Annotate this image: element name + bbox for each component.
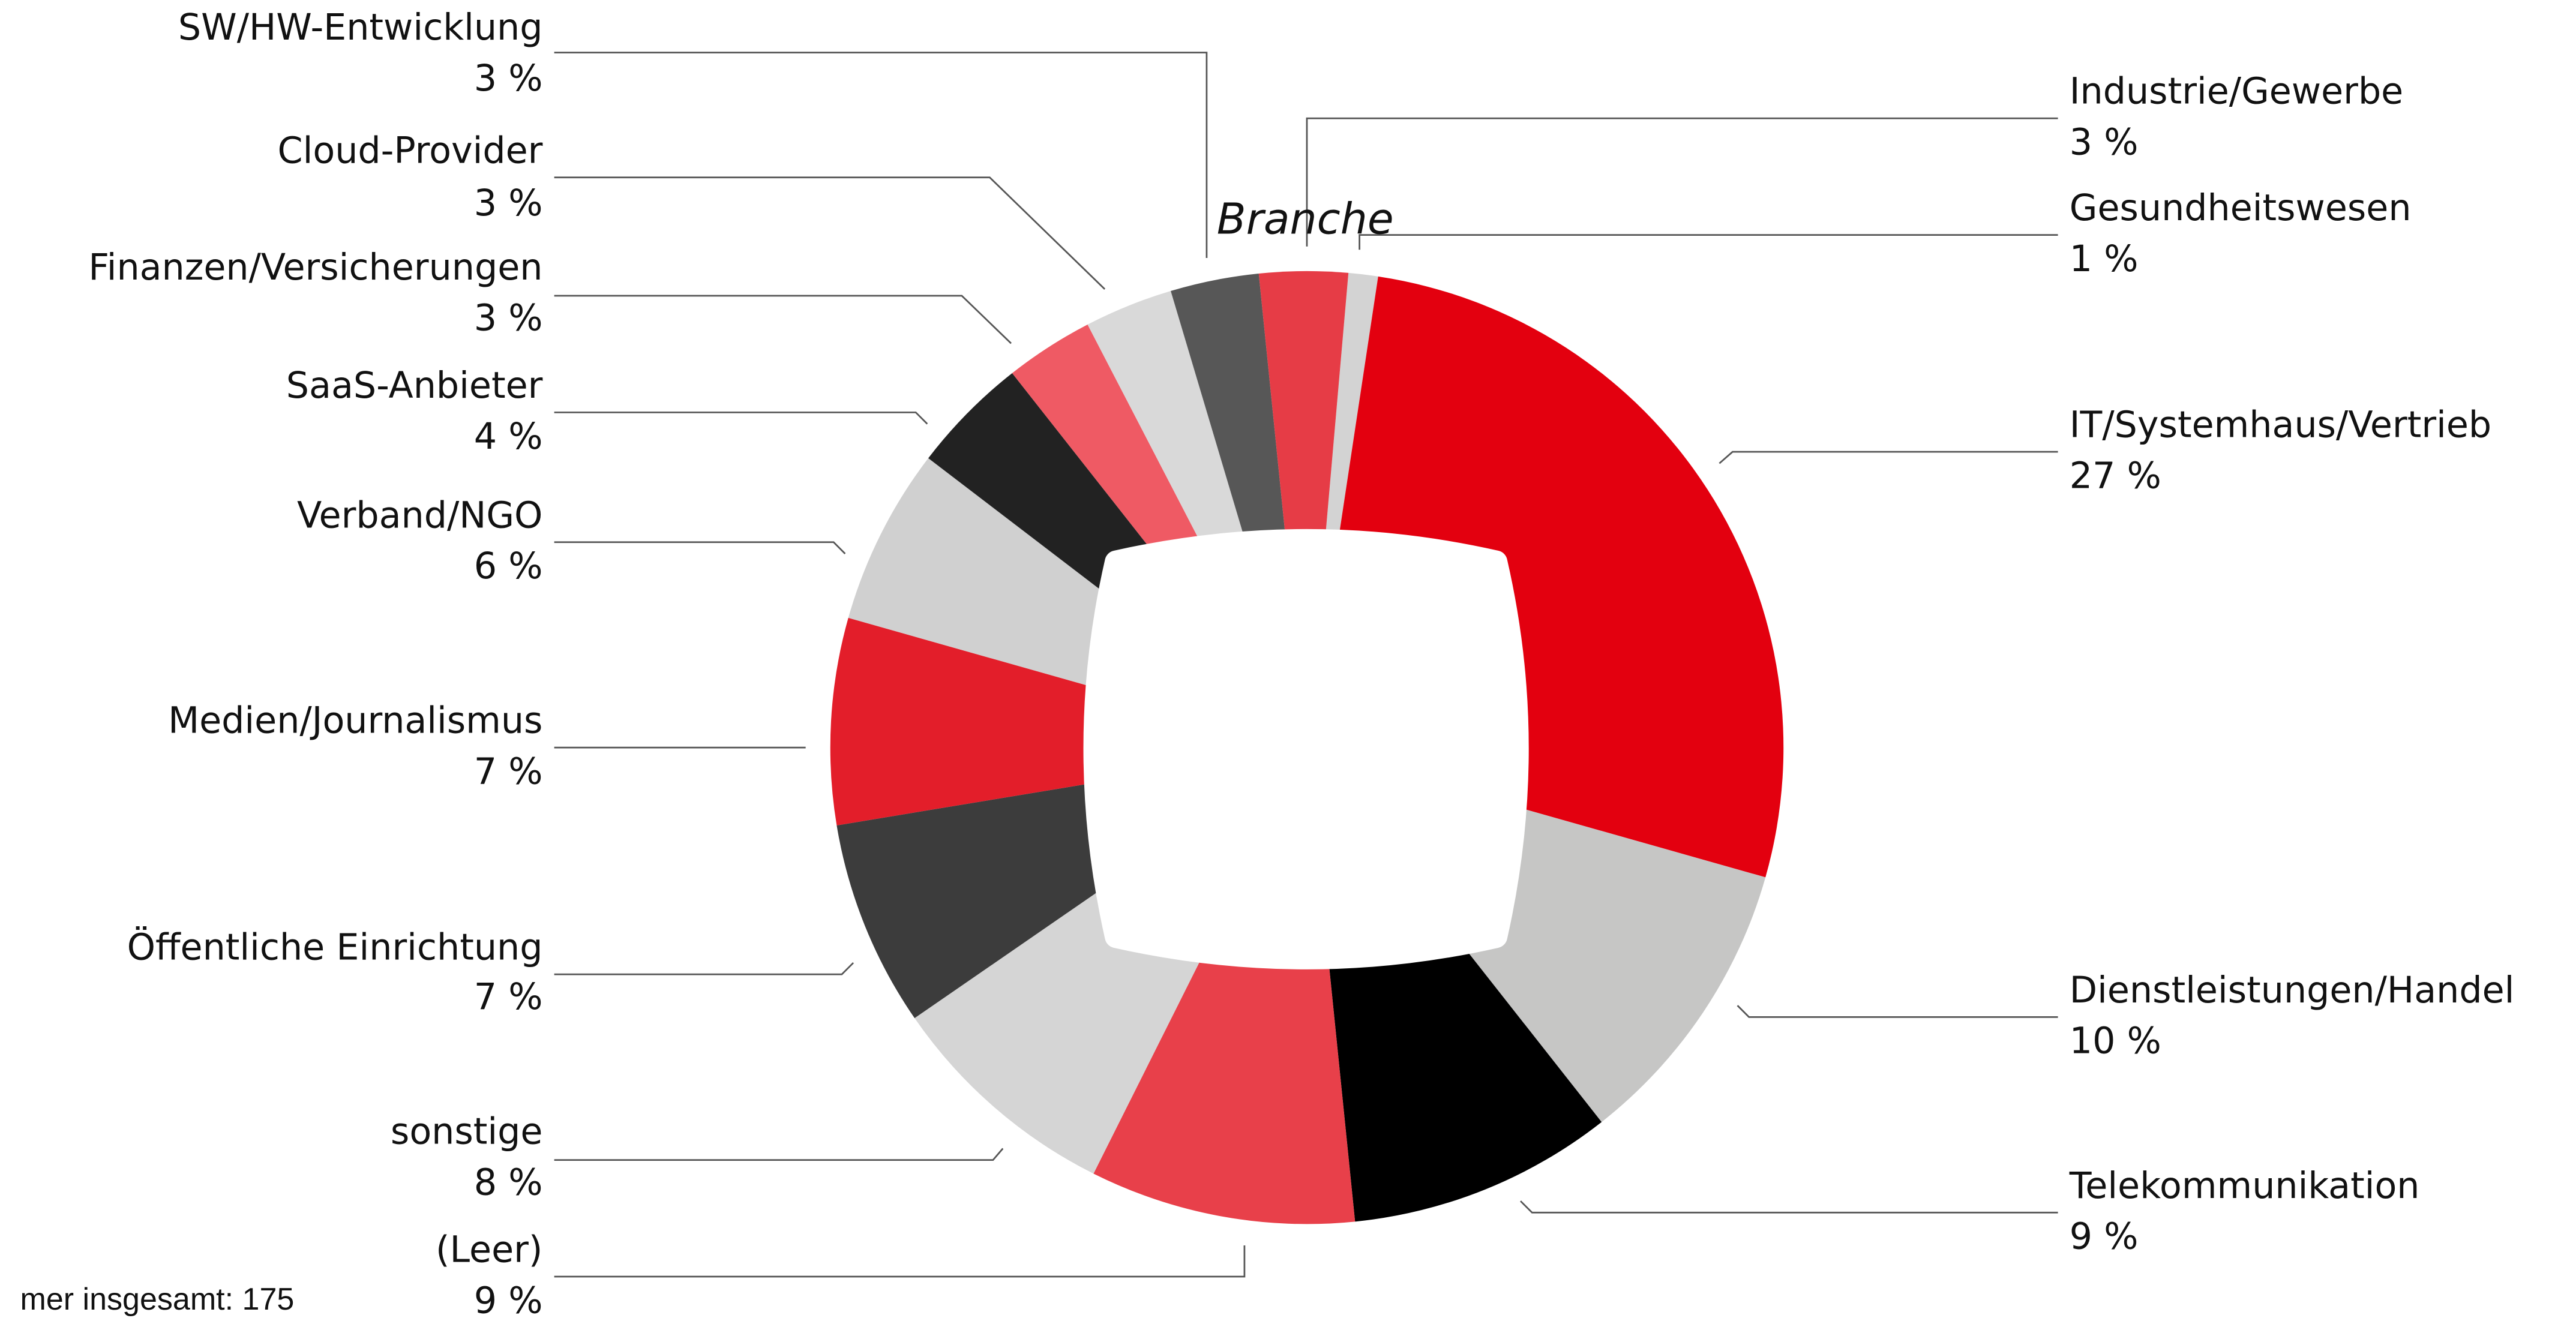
- slice: [830, 617, 1307, 825]
- leader-line: [554, 295, 1012, 344]
- slice: [1258, 271, 1349, 748]
- value-label: 3 %: [474, 58, 543, 100]
- leader-line: [554, 1148, 1004, 1161]
- value-label: 3 %: [474, 298, 543, 340]
- category-label: Cloud-Provider: [278, 130, 543, 172]
- leader-lines: [554, 52, 2058, 1278]
- leader-line: [554, 412, 928, 425]
- category-label: (Leer): [436, 1229, 542, 1271]
- category-label: Verband/NGO: [297, 494, 542, 536]
- value-label: 4 %: [474, 416, 543, 458]
- value-label: 7 %: [474, 976, 543, 1018]
- value-label: 9 %: [2070, 1216, 2139, 1258]
- leader-line: [1737, 1005, 2058, 1018]
- category-label: Industrie/Gewerbe: [2070, 71, 2403, 113]
- category-label: Medien/Journalismus: [168, 700, 542, 742]
- leader-line: [1520, 1200, 2058, 1214]
- value-label: 1 %: [2070, 238, 2139, 280]
- leader-line: [554, 541, 846, 554]
- category-label: Dienstleistungen/Handel: [2070, 969, 2515, 1011]
- donut-hole: [1083, 529, 1529, 969]
- category-label: SW/HW-Entwicklung: [178, 7, 543, 49]
- value-label: 9 %: [474, 1280, 543, 1321]
- value-label: 10 %: [2070, 1020, 2161, 1062]
- leader-line: [1359, 234, 2058, 250]
- value-label: 27 %: [2070, 455, 2161, 497]
- category-label: Gesundheitswesen: [2070, 187, 2412, 229]
- leader-line: [554, 52, 1208, 258]
- value-label: 6 %: [474, 545, 543, 587]
- leader-line: [554, 962, 854, 975]
- leader-line: [1719, 451, 2058, 464]
- category-label: Öffentliche Einrichtung: [127, 926, 543, 969]
- leader-line: [554, 1245, 1246, 1278]
- value-label: 8 %: [474, 1161, 543, 1203]
- value-label: 3 %: [2070, 122, 2139, 164]
- chart-title: Branche: [1217, 194, 1394, 244]
- category-label: sonstige: [391, 1110, 543, 1152]
- leader-line: [1306, 117, 2058, 247]
- category-label: SaaS-Anbieter: [286, 365, 543, 407]
- category-label: Finanzen/Versicherungen: [88, 247, 542, 289]
- category-label: IT/Systemhaus/Vertrieb: [2070, 404, 2491, 446]
- value-label: 7 %: [474, 751, 543, 793]
- value-label: 3 %: [474, 182, 543, 224]
- category-label: Telekommunikation: [2069, 1165, 2420, 1207]
- leader-line: [554, 176, 1106, 290]
- footnote: mer insgesamt: 175: [20, 1282, 295, 1317]
